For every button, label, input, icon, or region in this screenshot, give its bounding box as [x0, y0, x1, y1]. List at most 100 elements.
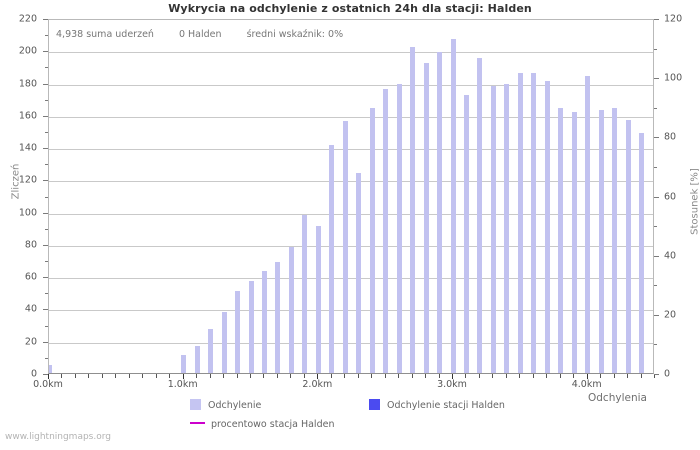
- y-axis-right-tick: [654, 374, 659, 375]
- chart-annotations: 4,938 suma uderzeń 0 Halden średni wskaź…: [56, 29, 343, 40]
- x-axis-tick: [88, 374, 90, 378]
- y-axis-left-tick-label: 140: [18, 142, 37, 154]
- y-axis-left-tick: [45, 196, 48, 198]
- legend-label-odchylenie: Odchylenie: [208, 400, 262, 411]
- x-axis-tick: [411, 374, 413, 378]
- bar: [571, 111, 577, 373]
- legend-row-2: Odchylenie stacji Halden: [369, 392, 505, 412]
- y-axis-left-tick-label: 120: [18, 174, 37, 186]
- bar: [181, 355, 187, 373]
- x-axis-tick: [532, 374, 534, 378]
- y-axis-left-tick: [43, 83, 48, 85]
- bar: [329, 145, 335, 373]
- gridline: [49, 310, 653, 312]
- bar: [208, 329, 214, 373]
- bar: [477, 58, 483, 373]
- y-axis-right-tick-label: 0: [664, 368, 671, 380]
- bar: [450, 38, 456, 373]
- y-axis-left-tick: [45, 35, 48, 37]
- x-axis-tick: [600, 374, 602, 378]
- legend-item-procentowo[interactable]: procentowo stacja Halden: [190, 412, 334, 431]
- x-axis-labels: 0.0km 1.0km 2.0km 3.0km 4.0km: [0, 379, 700, 393]
- x-axis-tick: [330, 374, 332, 378]
- bar: [544, 80, 550, 373]
- y-axis-left-tick: [43, 148, 48, 150]
- x-axis-tick: [371, 374, 373, 378]
- bar: [625, 119, 631, 373]
- bar: [49, 364, 52, 373]
- x-axis-tick: [250, 374, 251, 378]
- annotation-average-ratio: średni wskaźnik: 0%: [246, 29, 344, 40]
- chart-title: Wykrycia na odchylenie z ostatnich 24h d…: [168, 2, 532, 15]
- gridline: [49, 116, 653, 118]
- legend-item-odchylenie[interactable]: Odchylenie: [190, 393, 261, 412]
- x-axis-tick: [546, 374, 548, 378]
- y-axis-left-tick: [43, 244, 48, 246]
- bar: [612, 108, 618, 373]
- legend-swatch-odchylenie: [190, 399, 201, 410]
- y-axis-right-tick: [654, 78, 659, 80]
- y-axis-right-tick: [654, 137, 659, 139]
- y-axis-right-tick-label: 20: [664, 309, 677, 321]
- x-axis-tick: [142, 374, 144, 378]
- legend-item-odchylenie-stacji[interactable]: Odchylenie stacji Halden: [369, 393, 505, 412]
- bar: [558, 108, 564, 373]
- y-axis-left-tick: [45, 261, 48, 263]
- y-axis-left-tick: [43, 277, 48, 279]
- x-axis-tick: [613, 374, 615, 378]
- y-axis-left-tick: [43, 374, 48, 375]
- x-axis-tick: [627, 374, 629, 378]
- x-axis-tick: [425, 374, 427, 378]
- y-axis-left-tick-label: 40: [24, 303, 37, 315]
- x-axis-tick: [384, 374, 386, 378]
- bar: [369, 108, 375, 373]
- y-axis-right-tick: [654, 226, 657, 228]
- bar: [531, 72, 537, 373]
- x-axis-tick: [317, 374, 319, 379]
- y-axis-left-tick: [45, 228, 48, 230]
- x-axis-tick: [519, 374, 521, 378]
- gridline: [49, 52, 653, 54]
- y-axis-left-tick: [43, 180, 48, 182]
- x-axis-tick: [182, 374, 184, 379]
- y-axis-left-tick-label: 80: [24, 239, 37, 251]
- y-axis-left-title: Zliczeń: [10, 163, 22, 200]
- bar: [423, 63, 429, 373]
- x-axis-tick: [559, 374, 561, 378]
- x-axis-tick: [398, 374, 400, 378]
- y-axis-left-tick: [45, 99, 48, 101]
- x-axis-tick: [169, 374, 171, 378]
- bar: [504, 84, 510, 373]
- bar: [288, 247, 294, 373]
- legend-row-3: procentowo stacja Halden: [190, 411, 334, 431]
- y-axis-right-tick: [654, 196, 659, 198]
- x-axis-tick: [303, 374, 305, 378]
- gridline: [49, 213, 653, 215]
- y-axis-left-tick: [45, 293, 48, 295]
- x-axis-tick-label: 0.0km: [33, 379, 63, 390]
- y-axis-right-tick-label: 100: [664, 72, 683, 84]
- bar: [275, 261, 281, 373]
- x-axis-tick-label: 4.0km: [571, 379, 602, 390]
- x-axis-tick: [263, 374, 265, 378]
- bar-series-odchylenie: [49, 20, 653, 373]
- legend-label-procentowo: procentowo stacja Halden: [211, 419, 335, 430]
- y-axis-left-tick-label: 0: [30, 368, 37, 380]
- y-axis-right-title: Stosunek [%]: [689, 168, 700, 235]
- x-axis-tick-label: 1.0km: [167, 379, 198, 390]
- bar: [639, 132, 645, 373]
- chart-legend: Odchylenie Odchylenie stacji Halden proc…: [0, 392, 700, 432]
- bar: [490, 85, 496, 373]
- y-axis-right-tick-label: 120: [664, 13, 683, 25]
- x-axis-tick: [236, 374, 238, 378]
- bar: [410, 47, 416, 373]
- y-axis-right-tick-label: 40: [664, 250, 677, 262]
- y-axis-left-tick-label: 20: [24, 336, 37, 348]
- bar: [598, 109, 604, 373]
- x-axis-title: Odchylenia: [588, 392, 647, 404]
- bar: [342, 121, 348, 373]
- gridline: [49, 149, 653, 151]
- x-axis-tick-label: 2.0km: [302, 379, 333, 390]
- y-axis-left-tick-label: 60: [24, 271, 37, 283]
- x-axis-tick: [209, 374, 211, 378]
